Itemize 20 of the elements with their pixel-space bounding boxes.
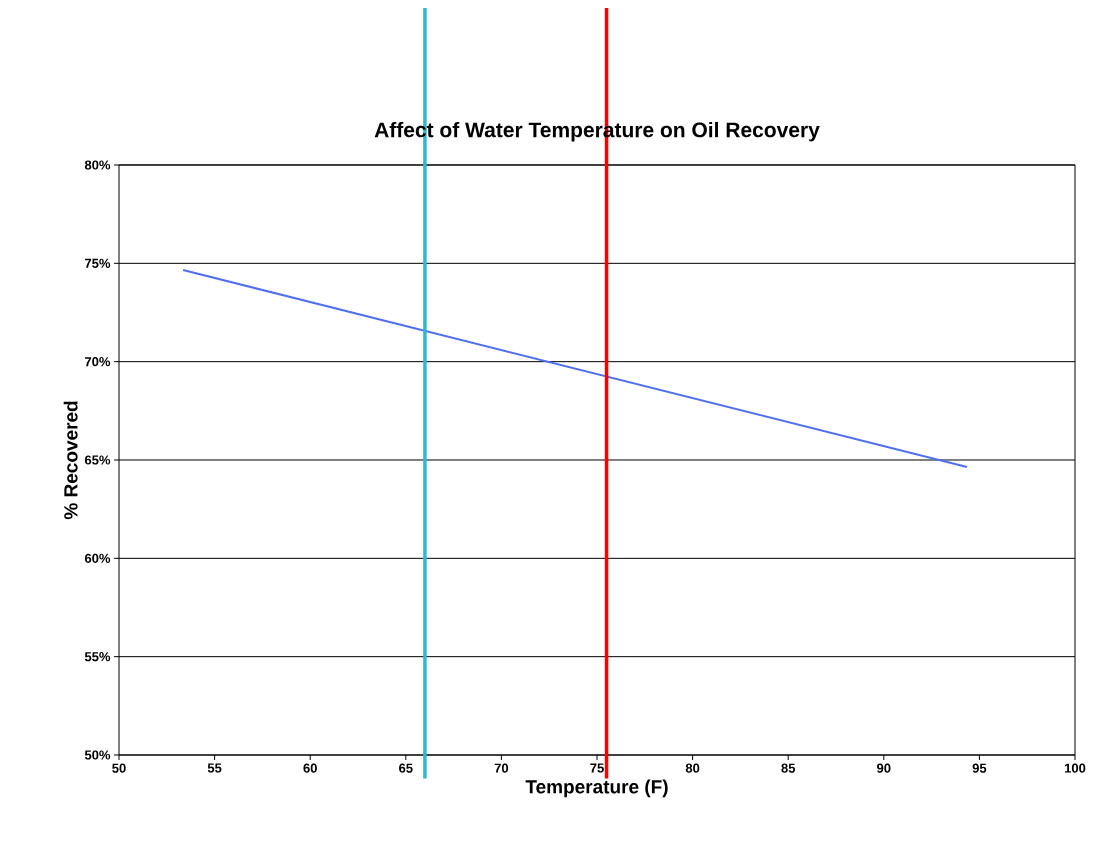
x-tick-label: 60 <box>303 763 317 773</box>
x-tick-label: 100 <box>1064 763 1086 773</box>
y-tick-label: 65% <box>84 455 111 465</box>
x-tick-label: 85 <box>781 763 796 773</box>
y-tick-label: 50% <box>84 750 111 760</box>
y-tick-label: 60% <box>84 553 111 563</box>
x-tick-label: 50 <box>112 763 126 773</box>
x-tick-label: 95 <box>972 763 987 773</box>
y-tick-label: 75% <box>85 258 111 268</box>
x-tick-label: 65 <box>399 763 413 773</box>
x-tick-label: 75 <box>590 763 604 773</box>
x-tick-label: 90 <box>877 763 891 773</box>
y-tick-label: 80% <box>84 160 111 170</box>
x-axis-title: Temperature (F) <box>525 779 668 798</box>
y-axis-title: % Recovered <box>63 401 78 520</box>
y-tick-label: 55% <box>84 652 111 662</box>
x-tick-label: 55 <box>207 763 222 773</box>
y-tick-label: 70% <box>85 357 111 367</box>
x-tick-label: 70 <box>494 763 509 773</box>
x-tick-label: 80 <box>685 763 700 773</box>
